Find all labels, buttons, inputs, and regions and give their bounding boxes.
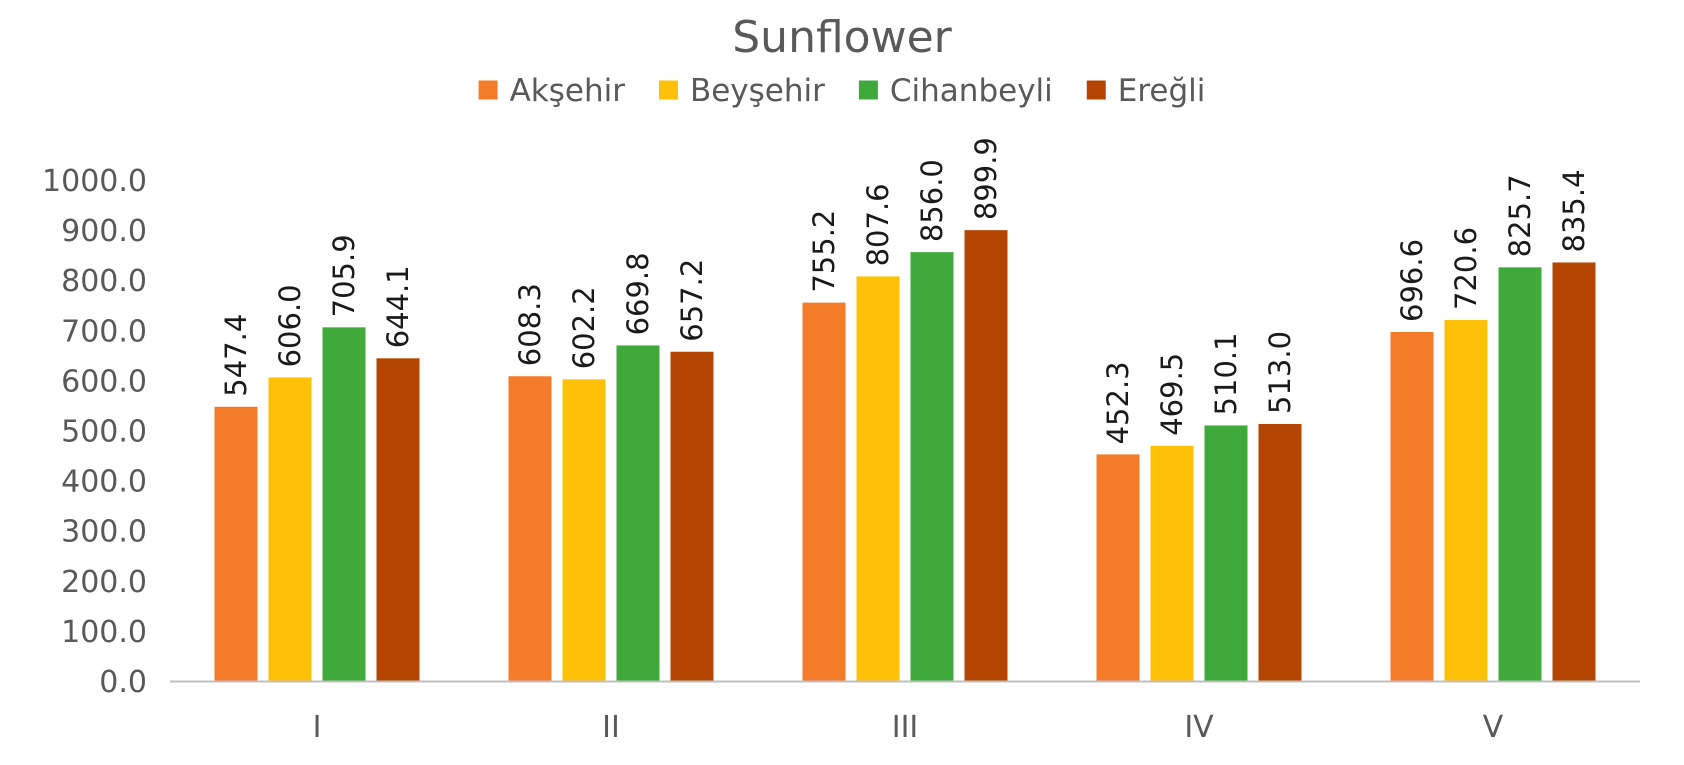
data-label: 669.8 xyxy=(621,252,655,335)
data-label: 705.9 xyxy=(327,234,361,317)
data-label: 602.2 xyxy=(567,286,601,369)
x-tick-label: V xyxy=(1483,710,1504,745)
data-labels-group: 547.4 606.0 705.9 644.1 608.3 602.2 669.8 657.2… xyxy=(219,137,1591,444)
data-label: 469.5 xyxy=(1155,353,1189,436)
data-label: 720.6 xyxy=(1449,227,1483,310)
data-label: 807.6 xyxy=(861,183,895,266)
bar xyxy=(214,406,258,681)
legend-entry: Akşehir xyxy=(478,73,626,109)
bar xyxy=(1096,454,1140,681)
data-label: 835.4 xyxy=(1557,169,1591,252)
legend-label: Cihanbeyli xyxy=(890,73,1053,109)
bar xyxy=(910,252,954,682)
bars-group xyxy=(214,230,1596,682)
legend-swatch xyxy=(478,80,498,100)
y-tick-label: 300.0 xyxy=(61,515,147,550)
bar xyxy=(1498,267,1542,681)
bar xyxy=(1552,262,1596,681)
legend-swatch xyxy=(1086,80,1106,100)
y-tick-label: 400.0 xyxy=(61,465,147,500)
bar xyxy=(508,376,552,681)
bar xyxy=(1204,425,1248,681)
data-label: 644.1 xyxy=(381,265,415,348)
data-label: 755.2 xyxy=(807,210,841,293)
y-tick-label: 100.0 xyxy=(61,615,147,650)
data-label: 856.0 xyxy=(915,159,949,242)
data-label: 657.2 xyxy=(675,259,709,342)
legend-entry: Ereğli xyxy=(1086,73,1206,109)
bar xyxy=(1258,423,1302,681)
y-tick-label: 800.0 xyxy=(61,264,147,299)
y-tick-label: 0.0 xyxy=(99,665,147,700)
x-tick-label: II xyxy=(602,710,620,745)
data-label: 696.6 xyxy=(1395,239,1429,322)
data-label: 825.7 xyxy=(1503,174,1537,257)
y-tick-label: 900.0 xyxy=(61,214,147,249)
bar xyxy=(670,351,714,681)
data-label: 606.0 xyxy=(273,284,307,367)
data-label: 510.1 xyxy=(1209,332,1243,415)
data-label: 899.9 xyxy=(969,137,1003,220)
legend-swatch xyxy=(658,80,678,100)
legend-entry: Beyşehir xyxy=(658,73,825,109)
bar xyxy=(376,358,420,681)
legend-entry: Cihanbeyli xyxy=(858,73,1053,109)
legend-label: Beyşehir xyxy=(690,73,825,109)
y-tick-label: 600.0 xyxy=(61,364,147,399)
legend-label: Ereğli xyxy=(1118,73,1206,109)
x-axis: I II III IV V xyxy=(313,710,1504,745)
data-label: 547.4 xyxy=(219,314,253,397)
bar xyxy=(562,379,606,681)
x-tick-label: III xyxy=(892,710,919,745)
y-tick-label: 1000.0 xyxy=(42,164,147,199)
bar xyxy=(616,345,660,681)
x-tick-label: I xyxy=(313,710,322,745)
bar xyxy=(856,276,900,681)
data-label: 513.0 xyxy=(1263,331,1297,414)
y-axis: 0.0 100.0 200.0 300.0 400.0 500.0 600.0 700.0 80… xyxy=(42,164,147,700)
data-label: 452.3 xyxy=(1101,361,1135,444)
y-tick-label: 500.0 xyxy=(61,415,147,450)
bar xyxy=(1150,445,1194,681)
bar xyxy=(268,377,312,681)
chart-title: Sunflower xyxy=(732,12,952,63)
data-label: 608.3 xyxy=(513,283,547,366)
x-tick-label: IV xyxy=(1184,710,1214,745)
bar xyxy=(322,327,366,681)
bar xyxy=(802,302,846,681)
legend: Akşehir Beyşehir Cihanbeyli Ereğli xyxy=(478,73,1206,109)
y-tick-label: 700.0 xyxy=(61,314,147,349)
y-tick-label: 200.0 xyxy=(61,565,147,600)
bar xyxy=(964,230,1008,682)
bar xyxy=(1444,319,1488,681)
legend-label: Akşehir xyxy=(510,73,626,109)
legend-swatch xyxy=(858,80,878,100)
bar xyxy=(1390,332,1434,681)
